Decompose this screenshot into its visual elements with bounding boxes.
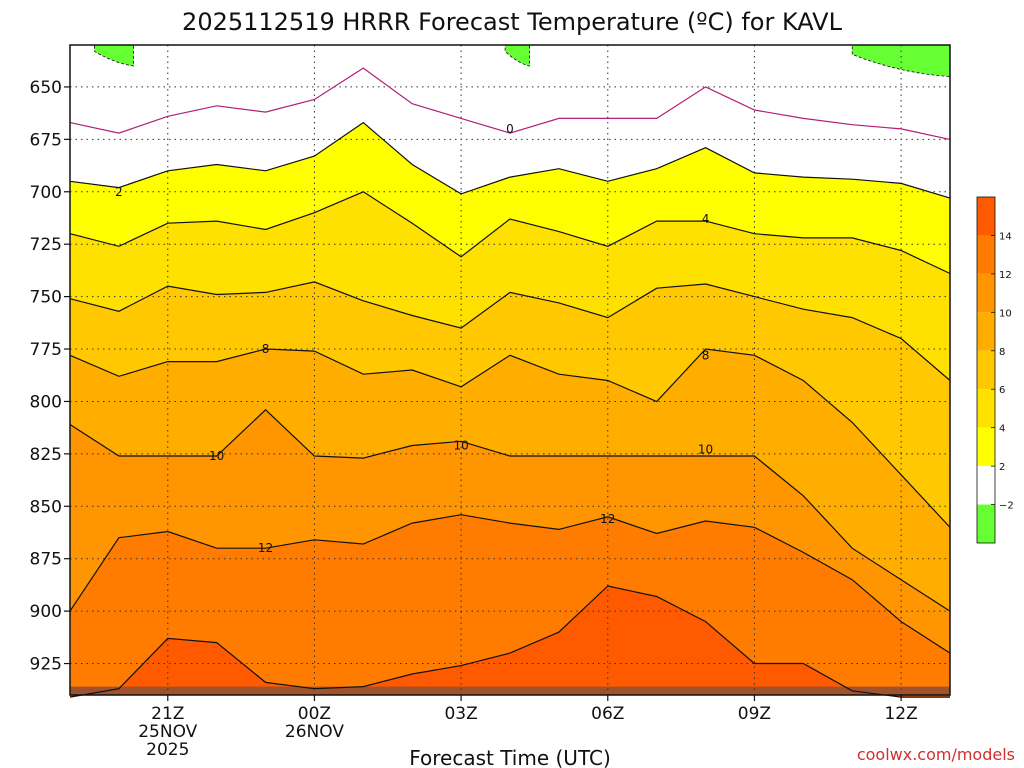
- contour-line-2: [69, 121, 951, 199]
- colorbar-tick-label: 10: [999, 308, 1012, 319]
- colorbar-band: [977, 466, 995, 505]
- x-tick-label: 12Z: [884, 704, 917, 724]
- colorbar-tick-label: 12: [999, 270, 1012, 281]
- contour-line-0: [69, 67, 951, 140]
- fill-band-14..16: [70, 586, 950, 698]
- x-tick-label: 03Z: [444, 704, 477, 724]
- contour-label: 10: [453, 438, 468, 452]
- colorbar-tick-label: 14: [999, 231, 1012, 242]
- pressure-axis: 650 675 700 725 750 775 800 825 850 875 900 925: [30, 78, 70, 675]
- x-tick-label: 26NOV: [285, 722, 344, 742]
- x-tick-label: 25NOV: [138, 722, 197, 742]
- x-axis-label: Forecast Time (UTC): [409, 746, 611, 768]
- x-tick-label: 21Z: [151, 704, 184, 724]
- y-tick-label: 675: [30, 130, 62, 150]
- y-tick-label: 850: [30, 497, 62, 517]
- contour-label: 8: [262, 342, 270, 356]
- contour-label: 10: [209, 449, 224, 463]
- y-tick-label: 800: [30, 392, 62, 412]
- colorbar-band: [977, 197, 995, 236]
- contour-line-14: [69, 585, 950, 698]
- contour-label: 12: [258, 541, 273, 555]
- contour-lines: [69, 67, 951, 698]
- colorbar-band: [977, 235, 995, 274]
- x-tick-label: 2025: [146, 740, 189, 760]
- colorbar-tick-label: −2: [999, 501, 1014, 512]
- x-tick-label: 00Z: [298, 704, 331, 724]
- contour-line-8: [69, 348, 951, 528]
- contour-label: 8: [702, 348, 710, 362]
- contour-line-12: [69, 514, 951, 654]
- terrain-strip: [70, 686, 950, 695]
- colorbar-frame: [976, 196, 996, 544]
- contour-label: 12: [600, 512, 615, 526]
- y-tick-label: 775: [30, 340, 62, 360]
- colorbar-tick-label: 6: [999, 385, 1005, 396]
- freezing-patch: [504, 44, 530, 67]
- contour-line-6: [69, 281, 951, 381]
- x-tick-label: 09Z: [738, 704, 771, 724]
- colorbar: −2 2 4 6 8 10 12 14: [976, 196, 1014, 544]
- y-tick-label: 900: [30, 602, 62, 622]
- y-tick-label: 925: [30, 655, 62, 675]
- freezing-patch: [94, 44, 134, 67]
- contour-labels: 0 2 4 8 8 10 10 10 12 12: [115, 122, 713, 555]
- contour-label: 2: [115, 185, 123, 199]
- colorbar-band: [977, 389, 995, 428]
- colorbar-tick-label: 8: [999, 347, 1005, 358]
- x-tick-label: 06Z: [591, 704, 624, 724]
- contour-label: 10: [698, 443, 713, 457]
- contour-label: 0: [506, 122, 514, 136]
- credit-text: coolwx.com/models: [857, 745, 1015, 764]
- chart-title: 2025112519 HRRR Forecast Temperature (ºC…: [182, 8, 843, 36]
- y-tick-label: 700: [30, 183, 62, 203]
- colorbar-band: [977, 312, 995, 351]
- contour-line-10: [69, 408, 951, 612]
- y-tick-label: 825: [30, 445, 62, 465]
- freezing-patch: [851, 44, 951, 77]
- contour-label: 4: [702, 212, 710, 226]
- colorbar-band: [977, 427, 995, 467]
- y-tick-label: 650: [30, 78, 62, 98]
- colorbar-tick-label: 4: [999, 424, 1005, 435]
- colorbar-band: [977, 504, 995, 543]
- colorbar-band: [977, 350, 995, 390]
- temperature-fills: [70, 44, 951, 698]
- colorbar-band: [977, 273, 995, 313]
- y-tick-label: 725: [30, 235, 62, 255]
- contour-line-4: [69, 191, 951, 275]
- grid-lines: [70, 45, 950, 695]
- plot-frame: [69, 44, 951, 696]
- y-tick-label: 750: [30, 288, 62, 308]
- colorbar-tick-label: 2: [999, 462, 1005, 473]
- y-tick-label: 875: [30, 550, 62, 570]
